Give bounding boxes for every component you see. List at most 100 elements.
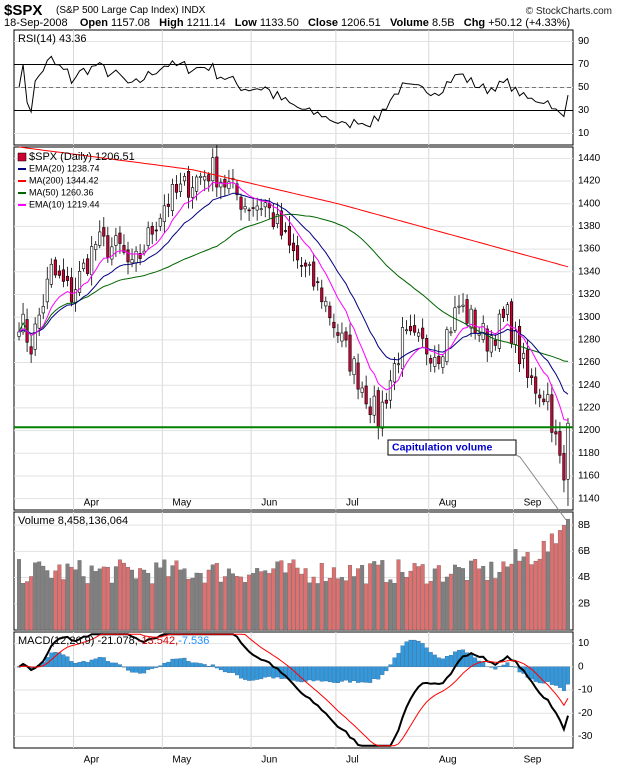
price-candle [316, 281, 320, 283]
macd-histogram-bar [105, 661, 110, 667]
macd-histogram-bar [190, 662, 195, 667]
price-candle [90, 246, 94, 276]
volume-bar [465, 580, 470, 631]
volume-bar [311, 576, 316, 631]
symbol-name: (S&P 500 Large Cap Index) INDX [56, 5, 206, 16]
price-candle [227, 181, 231, 189]
volume-bar [404, 577, 409, 631]
macd-histogram-bar [566, 666, 570, 685]
macd-signal-line [18, 633, 569, 747]
volume-bar [440, 581, 445, 631]
macd-histogram-bar [505, 662, 510, 667]
price-candle [425, 338, 429, 355]
volume-bar [380, 560, 385, 631]
volume-bar [327, 577, 332, 631]
price-candle [170, 184, 174, 211]
annotation-box [387, 439, 517, 456]
macd-histogram-bar [154, 666, 159, 668]
macd-histogram-bar [210, 664, 215, 667]
macd-histogram-bar [85, 662, 90, 667]
macd-histogram-bar [101, 657, 106, 667]
price-legend-item: MA(200) 1344.42 [29, 175, 99, 185]
volume-bar [186, 579, 191, 631]
macd-histogram-bar [311, 666, 316, 682]
price-candle [78, 271, 82, 293]
volume-bar [452, 564, 457, 631]
price-candle [219, 181, 223, 188]
macd-histogram-bar [194, 662, 199, 667]
price-tick-label: 1300 [578, 312, 601, 323]
macd-histogram-bar [481, 661, 486, 667]
macd-histogram-bar [396, 653, 401, 667]
price-candle [421, 327, 425, 339]
price-legend-item: EMA(10) 1219.44 [29, 199, 100, 209]
price-candle [417, 332, 421, 337]
macd-histogram-bar [263, 666, 268, 678]
macd-histogram-bar [465, 652, 470, 667]
price-candle [166, 203, 170, 207]
price-tick-label: 1260 [578, 357, 601, 368]
price-candle [308, 264, 312, 266]
macd-histogram-bar [408, 639, 413, 667]
credit-text: © StockCharts.com [525, 6, 612, 17]
macd-histogram-bar [53, 652, 58, 667]
volume-bar [45, 570, 50, 631]
price-candle [122, 245, 126, 253]
price-candle [203, 176, 207, 181]
macd-histogram-bar [360, 666, 365, 683]
price-candle [501, 308, 505, 318]
price-candle [82, 262, 86, 270]
price-candle [530, 375, 534, 378]
volume-label: Volume 8,458,136,064 [18, 515, 128, 527]
volume-bar [89, 565, 94, 631]
price-candle [174, 184, 178, 193]
price-candle [150, 226, 154, 235]
macd-histogram-bar [545, 666, 550, 682]
macd-histogram-bar [444, 656, 449, 667]
price-candle [102, 227, 106, 237]
price-candle [449, 331, 453, 334]
macd-histogram-bar [77, 662, 82, 667]
macd-histogram-bar [372, 666, 377, 679]
macd-histogram-bar [97, 657, 102, 667]
volume-label: Volume [389, 17, 429, 29]
volume-bar [85, 583, 90, 631]
macd-histogram-bar [134, 666, 139, 673]
price-candle [384, 399, 388, 404]
price-candle [118, 232, 122, 244]
price-candle [364, 385, 368, 405]
volume-bar [33, 562, 38, 631]
macd-histogram-bar [348, 666, 352, 683]
price-candle [69, 277, 74, 303]
volume-bar [291, 559, 296, 631]
price-candle [538, 394, 542, 399]
volume-bar [360, 565, 365, 631]
price-candle [437, 355, 441, 364]
price-candle [94, 244, 98, 250]
high-label: High [159, 17, 184, 29]
macd-histogram-bar [89, 659, 94, 667]
volume-bar [222, 576, 227, 631]
low-value: 1133.50 [259, 17, 299, 29]
price-candle [429, 358, 433, 364]
x-month-label: Jul [346, 755, 359, 766]
price-tick-label: 1340 [578, 266, 601, 277]
x-month-label: Apr [84, 498, 100, 509]
price-tick-label: 1360 [578, 244, 601, 255]
volume-bar [230, 573, 235, 631]
rsi-label: RSI(14) 43.36 [18, 33, 86, 45]
price-candle [352, 358, 356, 375]
price-tick-label: 1420 [578, 176, 601, 187]
macd-histogram-bar [319, 666, 324, 682]
price-candle [275, 214, 279, 224]
macd-histogram-bar [335, 666, 340, 684]
volume-bar [444, 576, 449, 631]
volume-bar [162, 559, 167, 631]
ema10-line [18, 181, 569, 421]
volume-bar [529, 564, 534, 631]
volume-bar [448, 573, 453, 631]
volume-bar [81, 576, 86, 631]
macd-histogram-bar [81, 660, 86, 667]
volume-bar [182, 568, 187, 631]
